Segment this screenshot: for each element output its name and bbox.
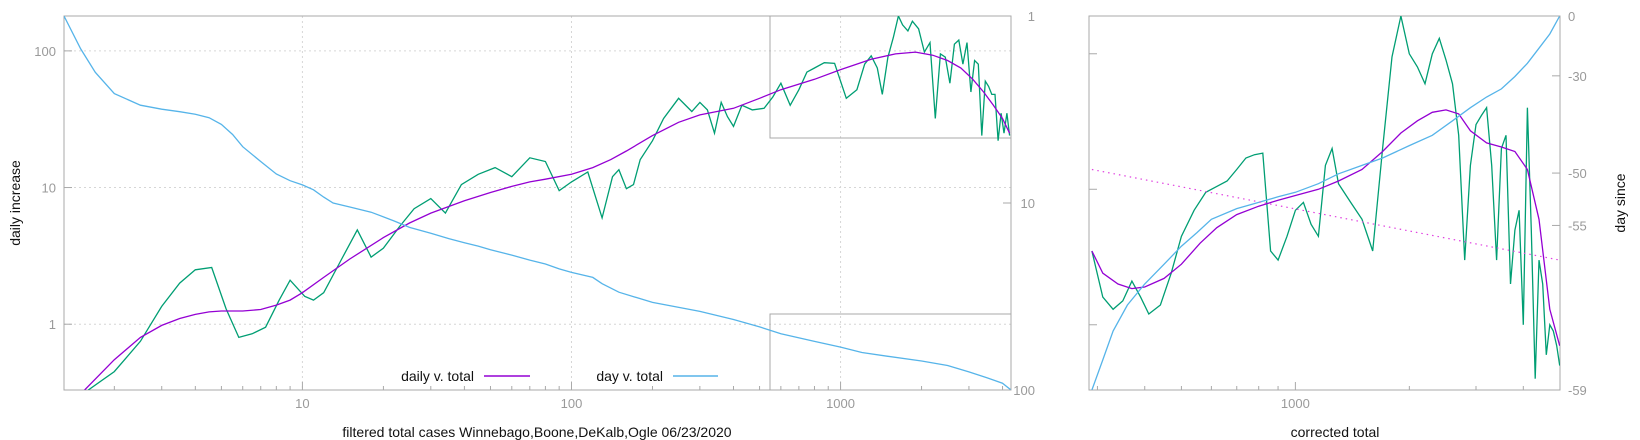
right-series: [1091, 16, 1560, 390]
right-y2-tick-label: -30: [1568, 69, 1587, 84]
left-series-smooth: [84, 51, 1011, 390]
legend-label-daily: daily v. total: [401, 368, 474, 384]
right-series-day: [1091, 16, 1560, 390]
left-x-axis-label: filtered total cases Winnebago,Boone,DeK…: [342, 424, 731, 440]
right-series-raw: [1091, 16, 1560, 379]
left-series-raw: [87, 16, 1011, 390]
inset-box-upper: [769, 15, 1012, 139]
left-y-tick-label: 1: [49, 317, 56, 332]
left-y-tick-label: 100: [34, 44, 56, 59]
right-x-axis-label: corrected total: [1291, 424, 1380, 440]
left-series: [64, 16, 1011, 390]
right-series-trend: [1091, 168, 1560, 261]
inset-box-lower: [769, 313, 1012, 391]
left-x-tick-label: 10: [295, 396, 309, 411]
right-plot-frame: [1088, 15, 1561, 391]
left-y-axis-label: daily increase: [7, 160, 23, 246]
right-y2-axis-label: day since: [1612, 173, 1628, 232]
left-y2-tick-label: 100: [1013, 383, 1035, 398]
right-y2-tick-label: -55: [1568, 218, 1587, 233]
left-plot-frame: [63, 15, 1012, 391]
left-y2-tick-label: 10: [1021, 196, 1035, 211]
right-chart: 1000 0 -30 -50 -55 -59 corrected total day s…: [1088, 9, 1628, 440]
legend-label-day: day v. total: [596, 368, 663, 384]
left-x-tick-label: 100: [561, 396, 583, 411]
right-x-tick-label: 1000: [1281, 396, 1310, 411]
left-y2-tick-label: 1: [1028, 9, 1035, 24]
right-y2-ticks: 0 -30 -50 -55 -59: [1552, 9, 1587, 398]
left-x-tick-label: 1000: [826, 396, 855, 411]
left-series-day: [64, 16, 1011, 390]
right-y2-tick-label: -50: [1568, 166, 1587, 181]
left-chart: 10 100 1000 1 10 100 1 10 100 filtered total c…: [7, 9, 1035, 440]
left-grid: [64, 16, 1011, 390]
right-series-smooth: [1091, 109, 1560, 346]
right-y2-tick-label: -59: [1568, 383, 1587, 398]
right-x-ticks: 1000: [1096, 382, 1561, 411]
right-y2-tick-label: 0: [1568, 9, 1575, 24]
legend: daily v. total day v. total: [401, 368, 718, 384]
left-y-ticks: 1 10 100: [34, 44, 72, 332]
left-y-tick-label: 10: [42, 181, 56, 196]
right-y-ticks: [1089, 53, 1097, 326]
left-y2-ticks: 1 10 100: [1003, 9, 1035, 398]
left-x-ticks: 10 100 1000: [113, 382, 1004, 411]
